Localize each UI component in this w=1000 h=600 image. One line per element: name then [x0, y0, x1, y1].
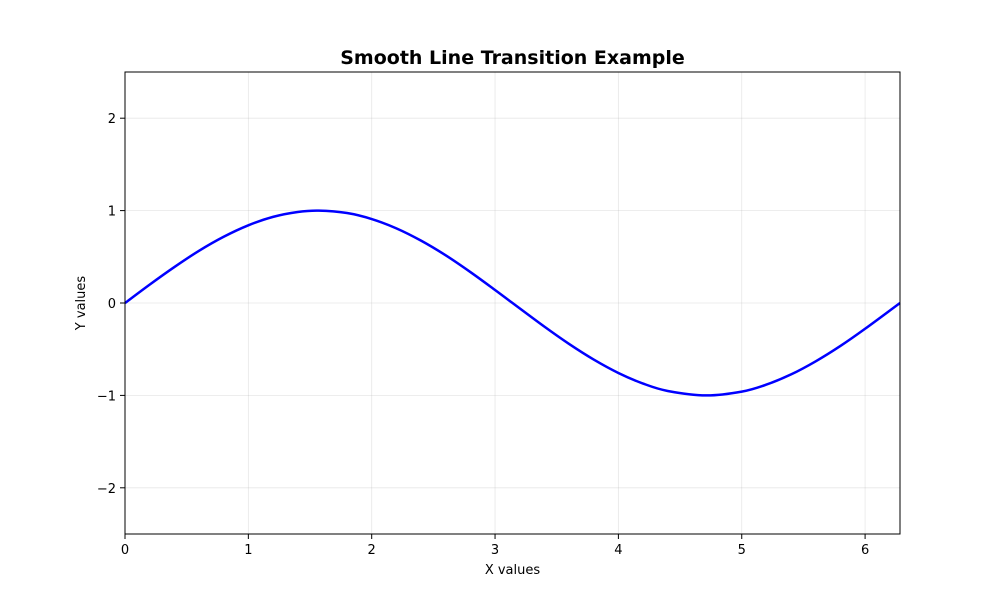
x-tick-label: 0	[121, 543, 129, 558]
y-tick-label: −2	[97, 482, 116, 497]
y-axis-ticks: −2 −1 0 1 2	[97, 112, 125, 497]
x-tick-label: 5	[738, 543, 746, 558]
grid	[124, 72, 900, 534]
x-tick-label: 1	[244, 543, 252, 558]
y-axis-label: Y values	[74, 276, 89, 332]
x-tick-label: 3	[491, 543, 499, 558]
x-axis-label: X values	[485, 563, 541, 578]
y-tick-label: 0	[108, 297, 116, 312]
x-tick-label: 2	[368, 543, 376, 558]
series-line	[124, 209, 901, 397]
y-tick-label: 2	[108, 112, 116, 127]
series-layer	[124, 209, 901, 397]
x-axis-ticks: 0 1 2 3 4 5 6	[121, 534, 869, 558]
chart-title: Smooth Line Transition Example	[340, 47, 685, 69]
y-tick-label: 1	[108, 205, 116, 220]
x-tick-label: 6	[861, 543, 869, 558]
y-tick-label: −1	[97, 389, 116, 404]
x-tick-label: 4	[614, 543, 622, 558]
